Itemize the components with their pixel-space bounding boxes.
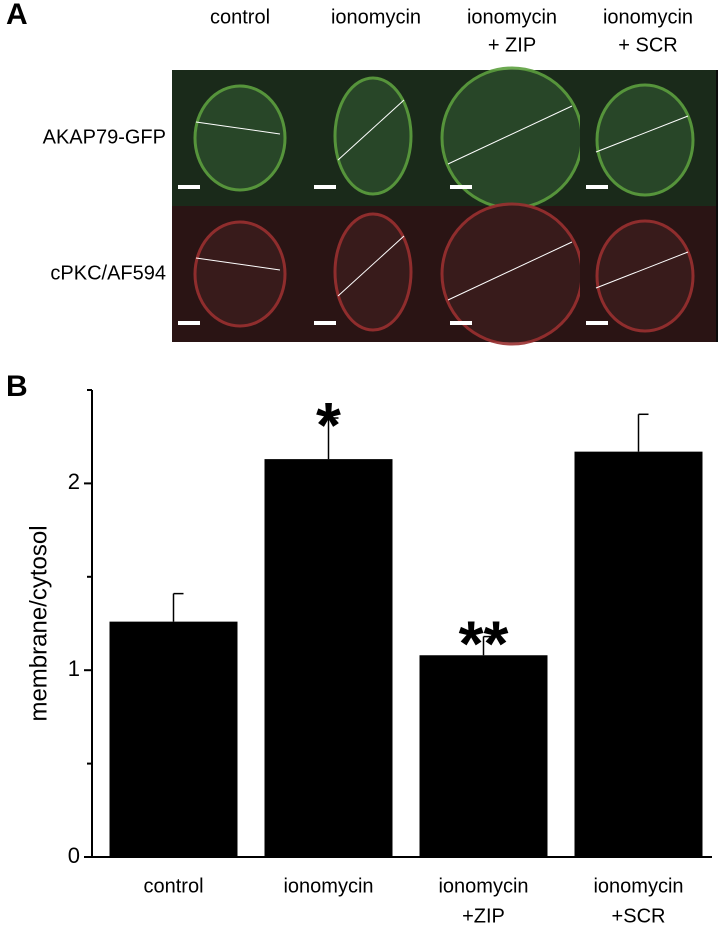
bar xyxy=(574,451,703,857)
column-header: ionomycin xyxy=(467,6,557,28)
column-header: ionomycin xyxy=(603,6,693,28)
scale-bar xyxy=(314,321,336,325)
scale-bar xyxy=(450,321,472,325)
line-scan xyxy=(195,257,281,271)
line-scan xyxy=(447,241,573,301)
column-header: + SCR xyxy=(618,34,677,56)
bar xyxy=(109,621,238,857)
scale-bar xyxy=(450,185,472,189)
scale-bar xyxy=(178,185,200,189)
y-axis-label: membrane/cytosol xyxy=(25,525,52,721)
y-tick-label: 0 xyxy=(68,843,80,868)
line-scan xyxy=(595,251,689,289)
y-tick-label: 2 xyxy=(68,469,80,494)
cell xyxy=(595,83,695,197)
cell xyxy=(333,212,413,332)
x-tick-label: ionomycin xyxy=(438,875,528,897)
x-tick-label: control xyxy=(143,875,203,897)
column-header: + ZIP xyxy=(488,34,536,56)
bar xyxy=(419,655,548,857)
panel-label: A xyxy=(6,0,28,31)
scale-bar xyxy=(586,321,608,325)
scale-bar xyxy=(178,321,200,325)
x-tick-label: ionomycin xyxy=(283,875,373,897)
column-header: control xyxy=(210,6,270,28)
cell xyxy=(193,220,287,328)
y-tick-label: 1 xyxy=(68,656,80,681)
line-scan xyxy=(337,99,405,161)
cell xyxy=(333,76,413,196)
bar xyxy=(264,459,393,857)
scale-bar xyxy=(586,185,608,189)
row-label: AKAP79-GFP xyxy=(43,126,166,148)
line-scan xyxy=(195,121,281,135)
x-tick-label: +ZIP xyxy=(462,905,505,927)
x-tick-label: ionomycin xyxy=(593,875,683,897)
significance: * xyxy=(316,389,341,461)
cell xyxy=(595,219,695,333)
line-scan xyxy=(337,235,405,297)
column-header: ionomycin xyxy=(331,6,421,28)
cell xyxy=(193,84,287,192)
line-scan xyxy=(447,105,573,165)
significance: ** xyxy=(459,607,509,679)
row-label: cPKC/AF594 xyxy=(50,262,166,284)
scale-bar xyxy=(314,185,336,189)
panel-label: B xyxy=(6,370,28,403)
x-tick-label: +SCR xyxy=(612,905,666,927)
line-scan xyxy=(595,115,689,153)
